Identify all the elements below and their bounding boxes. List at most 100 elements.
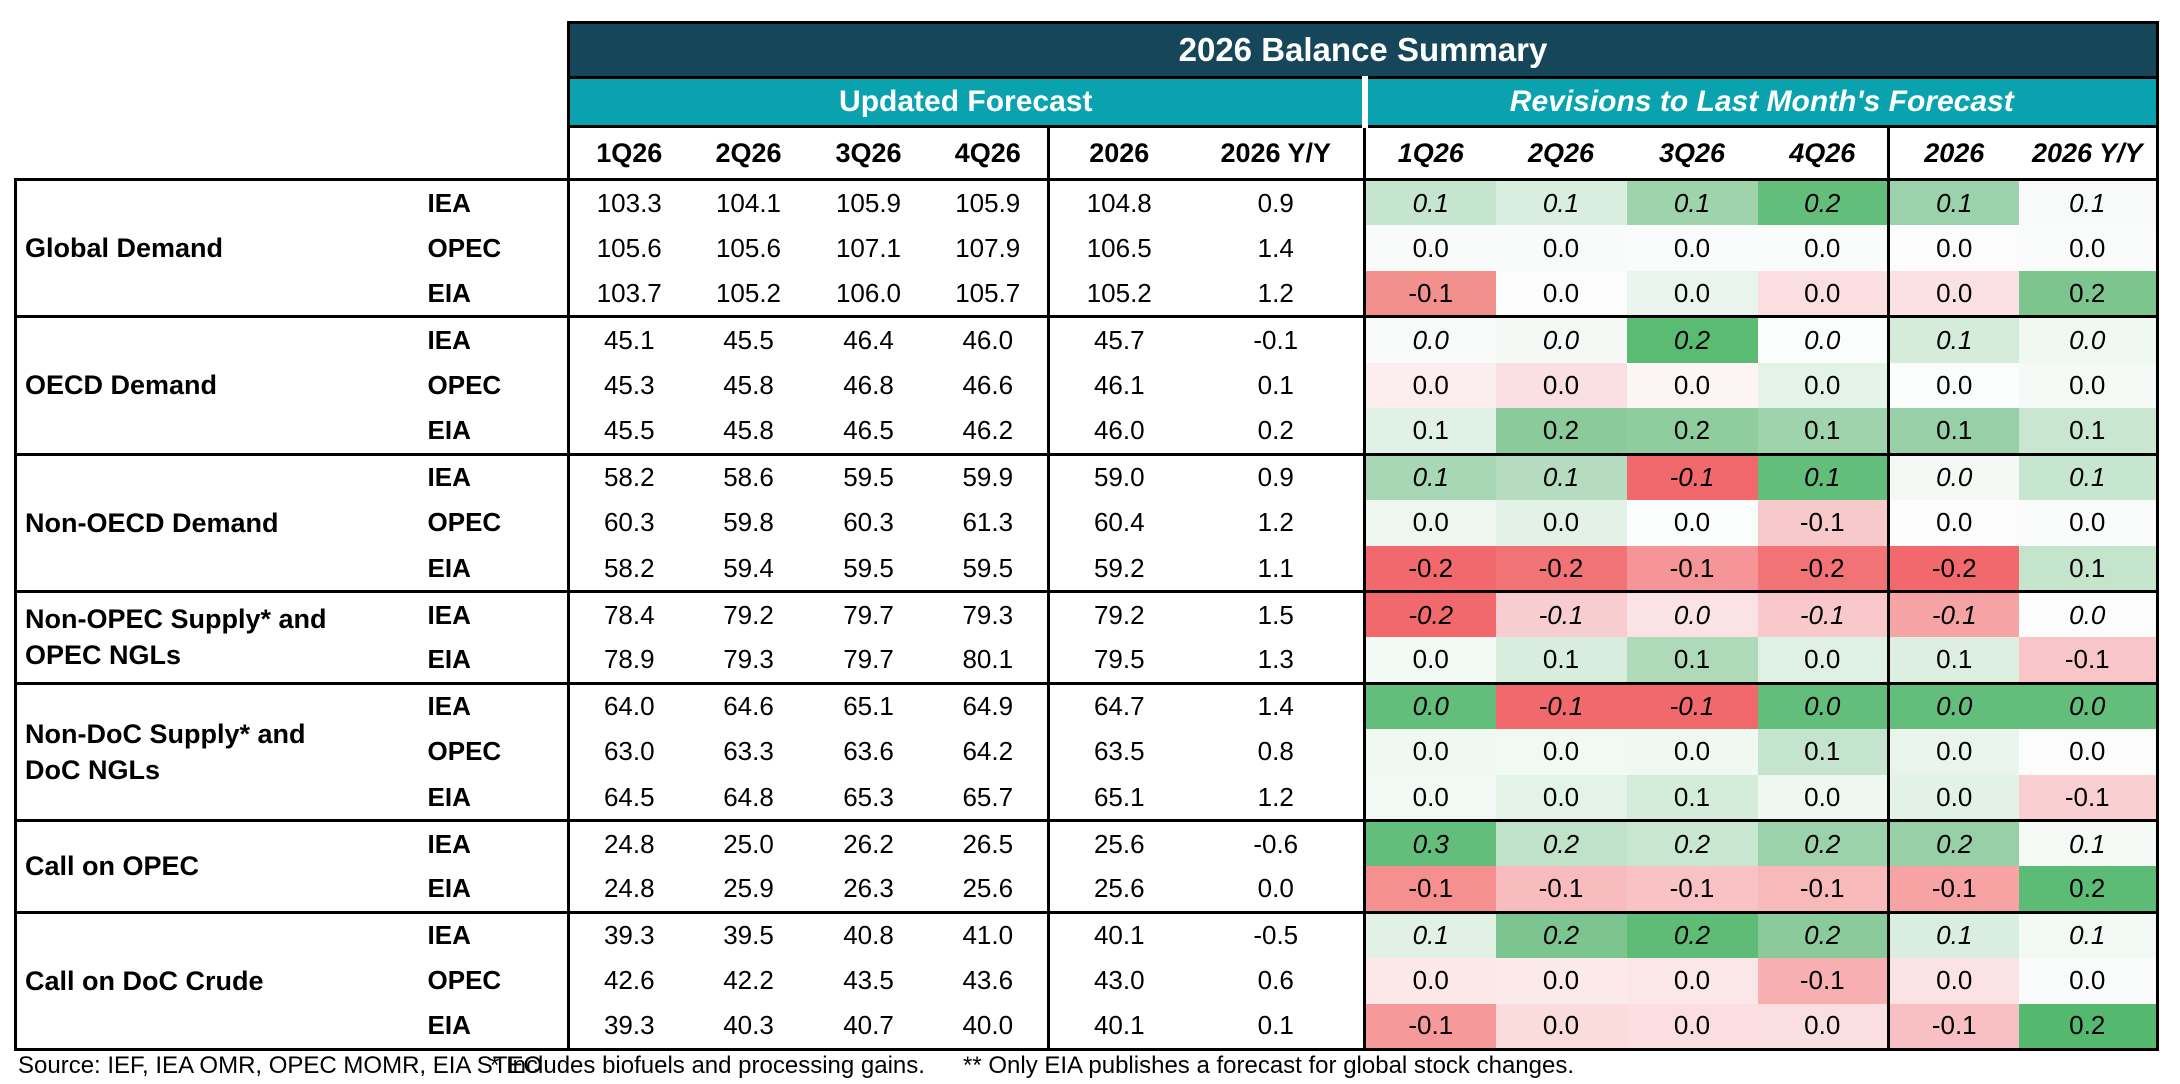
revision-value: -0.1 — [1887, 866, 2019, 913]
agency-label: OPEC — [415, 500, 569, 546]
revision-value: 0.0 — [1626, 591, 1758, 638]
revision-value: -0.2 — [1887, 545, 2019, 592]
updated-forecast-value: 45.5 — [567, 408, 689, 455]
updated-forecast-value: 59.5 — [808, 545, 929, 592]
updated-forecast-value: 40.0 — [928, 1003, 1049, 1050]
col-header-rev-1q26: 1Q26 — [1363, 126, 1496, 181]
table-row: EIA 78.9 79.3 79.7 80.1 79.5 1.3 0.0 0.1 0.1 0.0 0.… — [15, 637, 2159, 684]
updated-forecast-value: 63.5 — [1047, 729, 1189, 775]
updated-forecast-value: 105.2 — [688, 271, 809, 317]
table-row: Global Demand IEA 103.3 104.1 105.9 105.9 104.… — [14, 179, 2159, 317]
agency-label: EIA — [415, 637, 569, 684]
updated-forecast-value: 1.5 — [1188, 591, 1365, 638]
revision-value: -0.1 — [1495, 591, 1627, 638]
eia-note: ** Only EIA publishes a forecast for glo… — [963, 1052, 1575, 1079]
revision-value: 0.1 — [1757, 729, 1889, 775]
table-row: OECD Demand IEA 45.1 45.5 46.4 46.0 45.7 -0.1 0.… — [14, 316, 2159, 455]
table-row: EIA 64.5 64.8 65.3 65.7 65.1 1.2 0.0 0.0 0.1 0.0 0.… — [15, 774, 2159, 821]
updated-forecast-value: 59.2 — [1047, 545, 1189, 592]
revision-value: 0.0 — [1495, 958, 1627, 1004]
revision-value: 0.0 — [1887, 225, 2019, 272]
source-note: Source: IEF, IEA OMR, OPEC MOMR, EIA STE… — [18, 1052, 543, 1079]
revision-value: 0.0 — [1626, 271, 1758, 317]
revision-value: 0.0 — [1626, 500, 1758, 546]
revision-value: 0.2 — [1626, 912, 1758, 959]
footer: Source: IEF, IEA OMR, OPEC MOMR, EIA STE… — [0, 1052, 2180, 1082]
updated-forecast-value: 0.1 — [1188, 1003, 1365, 1050]
updated-forecast-value: 25.0 — [688, 820, 809, 867]
agency-label: OPEC — [415, 729, 569, 775]
revision-value: 0.1 — [2018, 454, 2159, 501]
revision-value: 0.0 — [1363, 729, 1496, 775]
revision-value: -0.1 — [1757, 591, 1889, 638]
updated-forecast-value: 79.3 — [928, 591, 1049, 638]
revision-value: -0.1 — [1757, 500, 1889, 546]
updated-forecast-value: 58.6 — [688, 454, 809, 501]
col-header-2026-yy: 2026 Y/Y — [1188, 126, 1365, 181]
updated-forecast-value: 104.1 — [688, 179, 809, 226]
agency-label: IEA — [415, 454, 569, 501]
revision-value: 0.2 — [1626, 408, 1758, 455]
revision-value: 0.1 — [1887, 912, 2019, 959]
table-row: Non-OECD Demand IEA 58.2 58.6 59.5 59.9 59.0 0.… — [14, 454, 2159, 592]
revision-value: 0.1 — [1887, 316, 2019, 363]
agency-label: EIA — [415, 774, 569, 821]
agency-label: EIA — [415, 1003, 569, 1050]
updated-forecast-value: 25.6 — [1047, 820, 1189, 867]
updated-forecast-value: 46.2 — [928, 408, 1049, 455]
updated-forecast-value: 104.8 — [1047, 179, 1189, 226]
biofuels-note: * Includes biofuels and processing gains… — [490, 1052, 925, 1079]
revision-value: 0.0 — [2018, 362, 2159, 409]
updated-forecast-value: 106.0 — [808, 271, 929, 317]
updated-forecast-value: 40.3 — [688, 1003, 809, 1050]
col-header-2026: 2026 — [1047, 126, 1189, 181]
updated-forecast-value: 65.7 — [928, 774, 1049, 821]
updated-forecast-value: 46.6 — [928, 362, 1049, 409]
updated-forecast-value: 0.6 — [1188, 958, 1365, 1004]
updated-forecast-value: 59.5 — [928, 545, 1049, 592]
updated-forecast-value: 79.3 — [688, 637, 809, 684]
revision-value: 0.0 — [2018, 316, 2159, 363]
updated-forecast-value: 63.3 — [688, 729, 809, 775]
updated-forecast-value: 63.6 — [808, 729, 929, 775]
revision-value: 0.0 — [1495, 225, 1627, 272]
updated-forecast-value: 40.7 — [808, 1003, 929, 1050]
updated-forecast-value: 59.8 — [688, 500, 809, 546]
revision-value: -0.1 — [1887, 591, 2019, 638]
table-body: Global Demand IEA 103.3 104.1 105.9 105.9 104.… — [14, 179, 2159, 1050]
updated-forecast-value: 45.5 — [688, 316, 809, 363]
revision-value: -0.1 — [1363, 866, 1496, 913]
updated-forecast-value: 58.2 — [567, 454, 689, 501]
updated-forecast-value: 105.9 — [808, 179, 929, 226]
revision-value: 0.0 — [1887, 958, 2019, 1004]
updated-forecast-value: 80.1 — [928, 637, 1049, 684]
spacer — [15, 126, 569, 180]
balance-table-container: 2026 Balance Summary Updated Forecast Re… — [14, 21, 2159, 1051]
updated-forecast-value: 64.8 — [688, 774, 809, 821]
revision-value: 0.2 — [1757, 912, 1889, 959]
updated-forecast-value: 0.2 — [1188, 408, 1365, 455]
updated-forecast-value: 105.2 — [1047, 271, 1189, 317]
revision-value: 0.0 — [1626, 362, 1758, 409]
updated-forecast-value: 41.0 — [928, 912, 1049, 959]
table-row: Non-DoC Supply* and DoC NGLs IEA 64.0 64.6 6… — [14, 683, 2159, 821]
updated-forecast-value: 103.3 — [567, 179, 689, 226]
revision-value: 0.1 — [2018, 912, 2159, 959]
updated-forecast-value: 105.6 — [567, 225, 689, 272]
revision-value: 0.0 — [1626, 729, 1758, 775]
revision-value: -0.1 — [1626, 545, 1758, 592]
revision-value: 0.1 — [1363, 454, 1496, 501]
updated-forecast-value: 46.1 — [1047, 362, 1189, 409]
section-header-revisions: Revisions to Last Month's Forecast — [1364, 77, 2159, 128]
updated-forecast-value: 46.0 — [1047, 408, 1189, 455]
col-header-rev-2q26: 2Q26 — [1495, 126, 1627, 181]
revision-value: 0.0 — [1757, 1003, 1889, 1050]
updated-forecast-value: 78.9 — [567, 637, 689, 684]
revision-value: -0.1 — [1495, 683, 1627, 730]
revision-value: 0.2 — [1757, 820, 1889, 867]
updated-forecast-value: 39.3 — [567, 1003, 689, 1050]
updated-forecast-value: 105.9 — [928, 179, 1049, 226]
updated-forecast-value: 59.9 — [928, 454, 1049, 501]
section-row: Updated Forecast Revisions to Last Month… — [15, 77, 2159, 128]
revision-value: -0.1 — [1363, 1003, 1496, 1050]
